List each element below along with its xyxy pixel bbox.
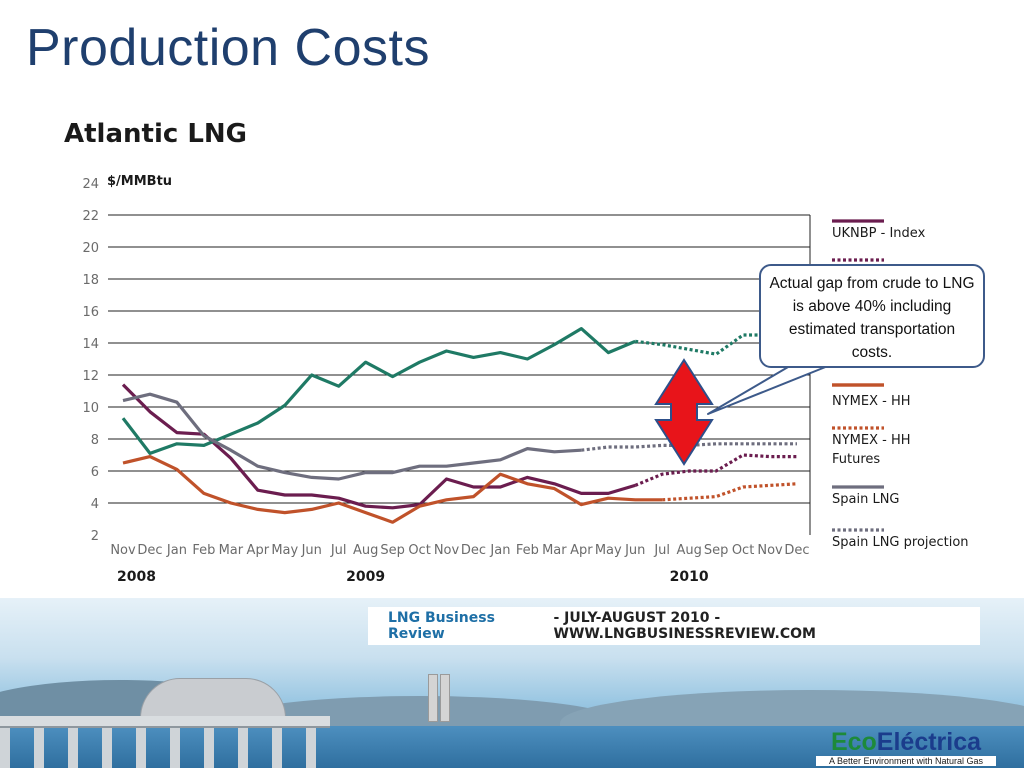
double-headed-arrow-icon (654, 358, 714, 466)
year-label: 2008 (117, 569, 156, 585)
x-tick-label: Sep (704, 543, 729, 558)
x-tick-label: Jun (624, 543, 645, 558)
x-tick-label: Jun (301, 543, 322, 558)
logo-electrica-text: Eléctrica (876, 728, 982, 756)
x-tick-label: Oct (408, 543, 430, 558)
y-tick-label: 12 (82, 369, 99, 384)
x-tick-label: Nov (757, 543, 783, 558)
y-tick-label: 10 (82, 401, 99, 416)
y-tick-label: 4 (91, 497, 99, 512)
series-line-nymex-hh (122, 455, 663, 524)
x-tick-label: May (595, 543, 622, 558)
year-labels: 2008 2009 2010 (117, 569, 709, 585)
y-tick-label: 2 (91, 529, 99, 544)
series-line-uknbp-index-projection (634, 453, 797, 487)
x-tick-label: Mar (219, 543, 244, 558)
y-tick-label: 20 (82, 241, 99, 256)
legend-label: NYMEX - HH (832, 433, 911, 448)
legend-label-cont: Futures (832, 452, 880, 467)
y-axis-unit-label: $/MMBtu (107, 174, 172, 189)
logo-wordmark: EcoEléctrica (816, 728, 996, 756)
legend-label: Spain LNG projection (832, 535, 969, 550)
x-tick-label: Mar (542, 543, 567, 558)
x-tick-label: Nov (110, 543, 136, 558)
source-publication: LNG Business Review (388, 610, 495, 642)
pier-shape (0, 716, 330, 728)
series-line-spain-lng (121, 327, 636, 455)
series-lines (121, 327, 798, 524)
y-tick-label: 22 (82, 209, 99, 224)
y-tick-label: 8 (91, 433, 99, 448)
legend-label: Spain LNG (832, 492, 900, 507)
chart-title: Atlantic LNG (64, 119, 247, 149)
logo-tagline: A Better Environment with Natural Gas (816, 756, 996, 766)
x-tick-label: Dec (784, 543, 809, 558)
logo-eco-text: Eco (830, 728, 877, 756)
legend-label: UKNBP - Index (832, 226, 926, 241)
x-tick-label: Feb (516, 543, 539, 558)
x-tick-label: Jul (330, 543, 347, 558)
x-tick-label: Aug (353, 543, 378, 558)
legend: UKNBP - Index NYMEX - HH NYMEX - HH Futures… (832, 219, 969, 550)
legend-label: NYMEX - HH (832, 394, 911, 409)
y-tick-label: 14 (82, 337, 99, 352)
x-tick-label: Dec (461, 543, 486, 558)
gap-annotation (654, 358, 829, 466)
gridlines (108, 214, 811, 535)
x-tick-label: Aug (676, 543, 701, 558)
slide-title: Production Costs (26, 19, 430, 77)
x-tick-label: Jul (653, 543, 670, 558)
y-tick-label: 24 (82, 177, 99, 192)
smokestack-shape (440, 674, 450, 722)
year-label: 2009 (346, 569, 385, 585)
x-tick-label: Apr (570, 543, 593, 558)
smokestack-shape (428, 674, 438, 722)
x-axis-ticks: Nov Dec Jan Feb Mar Apr May Jun Jul Aug Sep Oct Nov D… (110, 543, 809, 558)
ecoelectrica-logo: EcoEléctrica A Better Environment with N… (816, 728, 996, 766)
source-details: - JULY-AUGUST 2010 - WWW.LNGBUSINESSREVI… (553, 610, 816, 642)
source-credit: LNG Business Review - JULY-AUGUST 2010 -… (368, 607, 980, 645)
x-tick-label: Dec (137, 543, 162, 558)
x-tick-label: May (271, 543, 298, 558)
x-tick-label: Apr (247, 543, 270, 558)
y-tick-label: 16 (82, 305, 99, 320)
year-label: 2010 (670, 569, 709, 585)
pier-legs-shape (0, 728, 330, 768)
series-line-nymex-hh-futures (662, 482, 798, 502)
y-tick-label: 18 (82, 273, 99, 288)
y-tick-label: 6 (91, 465, 99, 480)
x-tick-label: Nov (434, 543, 460, 558)
atlantic-lng-chart: Atlantic LNG $/MMBtu 2468101214161820222… (64, 119, 969, 585)
x-tick-label: Oct (732, 543, 754, 558)
x-tick-label: Sep (380, 543, 405, 558)
x-tick-label: Feb (192, 543, 215, 558)
x-tick-label: Jan (489, 543, 510, 558)
x-tick-label: Jan (166, 543, 187, 558)
gap-callout: Actual gap from crude to LNG is above 40… (759, 264, 985, 368)
series-line-brent (122, 392, 582, 481)
